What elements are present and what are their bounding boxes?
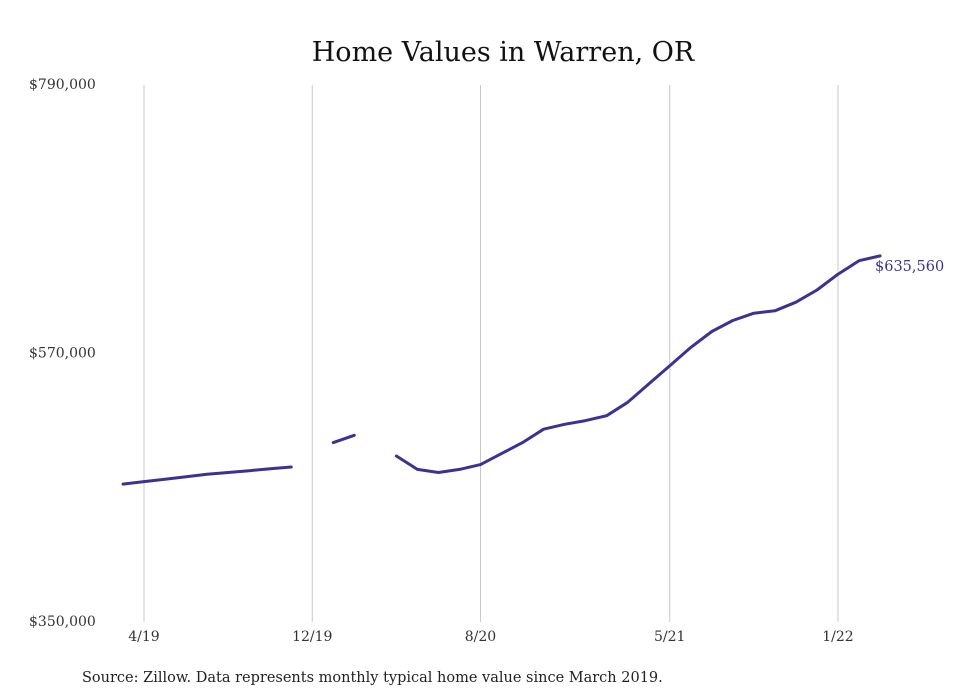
y-axis-ticks: $790,000 $570,000 $350,000: [29, 77, 96, 630]
x-tick-label: 4/19: [128, 629, 159, 645]
series-line-segment: [121, 465, 293, 486]
gridlines: [143, 85, 839, 622]
y-tick-label: $570,000: [29, 346, 96, 362]
x-tick-label: 5/21: [654, 629, 685, 645]
y-tick-label: $350,000: [29, 614, 96, 630]
series-layer: [121, 254, 882, 486]
chart-title: Home Values in Warren, OR: [312, 37, 695, 68]
series-line-segment: [394, 254, 882, 474]
x-tick-label: 12/19: [292, 629, 332, 645]
x-tick-label: 8/20: [465, 629, 496, 645]
source-note: Source: Zillow. Data represents monthly …: [82, 670, 663, 686]
end-value-label: $635,560: [875, 259, 944, 275]
x-axis-ticks: 4/19 12/19 8/20 5/21 1/22: [128, 629, 853, 645]
series-line-segment: [331, 433, 356, 445]
x-tick-label: 1/22: [822, 629, 853, 645]
y-tick-label: $790,000: [29, 77, 96, 93]
